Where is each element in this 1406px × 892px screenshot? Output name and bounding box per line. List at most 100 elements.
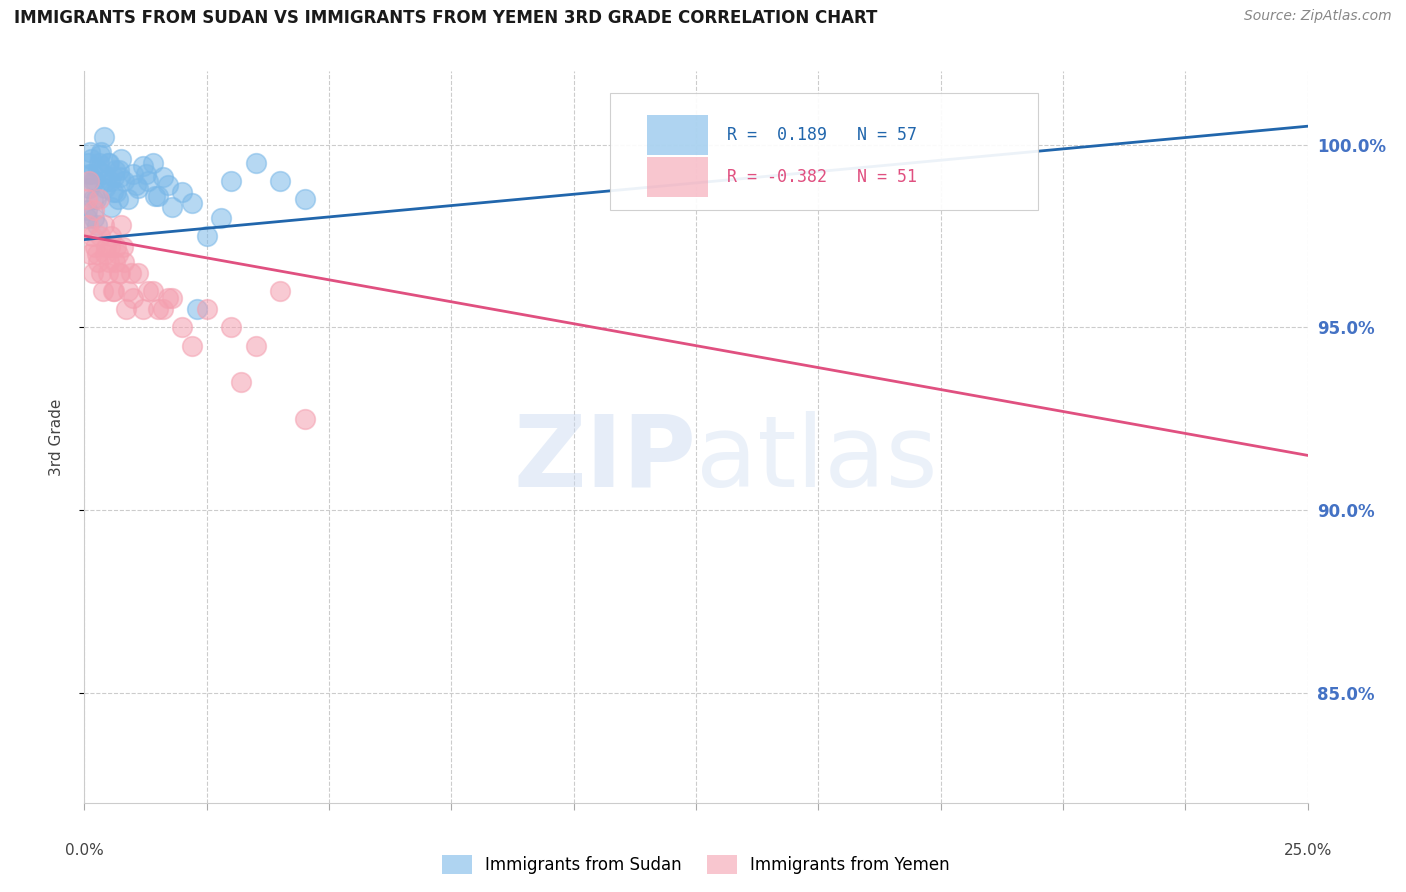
Point <box>83 211 105 225</box>
Point <box>112 174 135 188</box>
Point <box>86 218 108 232</box>
Point <box>181 339 204 353</box>
Point <box>87 163 110 178</box>
Point <box>87 156 110 170</box>
Point <box>97 254 120 268</box>
Point <box>96 174 118 188</box>
Point <box>110 152 132 166</box>
Text: ZIP: ZIP <box>513 410 696 508</box>
Point <box>79 145 101 159</box>
Point <box>82 266 104 280</box>
Point <box>94 181 117 195</box>
Point <box>79 247 101 261</box>
Point <box>294 412 316 426</box>
Point <box>107 247 129 261</box>
Bar <box>647 157 709 197</box>
Point <box>108 170 131 185</box>
Point <box>84 240 107 254</box>
Point <box>245 339 267 353</box>
Point <box>152 170 174 185</box>
Text: 0.0%: 0.0% <box>65 843 104 858</box>
Point <box>86 247 108 261</box>
Point <box>87 193 110 207</box>
Point <box>101 185 124 199</box>
Legend: Immigrants from Sudan, Immigrants from Yemen: Immigrants from Sudan, Immigrants from Y… <box>433 847 959 882</box>
Point <box>186 302 208 317</box>
Point <box>80 229 103 244</box>
Point <box>90 145 112 159</box>
Point <box>294 193 316 207</box>
Point <box>117 284 139 298</box>
Point <box>89 148 111 162</box>
Point <box>122 291 145 305</box>
Point <box>89 229 111 244</box>
Text: atlas: atlas <box>696 410 938 508</box>
Point <box>100 200 122 214</box>
Y-axis label: 3rd Grade: 3rd Grade <box>49 399 63 475</box>
Point <box>103 284 125 298</box>
Point <box>82 174 104 188</box>
Point <box>219 174 242 188</box>
Point <box>97 156 120 170</box>
Point <box>82 193 104 207</box>
Point <box>84 174 107 188</box>
Point <box>91 167 114 181</box>
Point <box>219 320 242 334</box>
Point <box>107 163 129 178</box>
Point <box>120 266 142 280</box>
Point <box>97 266 120 280</box>
Text: IMMIGRANTS FROM SUDAN VS IMMIGRANTS FROM YEMEN 3RD GRADE CORRELATION CHART: IMMIGRANTS FROM SUDAN VS IMMIGRANTS FROM… <box>14 9 877 27</box>
Point <box>117 193 139 207</box>
Point <box>91 284 114 298</box>
Text: Source: ZipAtlas.com: Source: ZipAtlas.com <box>1244 9 1392 23</box>
Point <box>172 185 194 199</box>
Point <box>135 167 157 181</box>
Point <box>93 218 115 232</box>
Point <box>195 229 218 244</box>
Point <box>146 302 169 317</box>
Point <box>77 181 100 195</box>
Point <box>87 254 110 268</box>
Point <box>80 152 103 166</box>
Point <box>104 163 127 178</box>
Point <box>100 229 122 244</box>
Point <box>76 211 98 225</box>
Point <box>245 156 267 170</box>
Point <box>77 174 100 188</box>
FancyBboxPatch shape <box>610 94 1039 211</box>
Point <box>136 174 159 188</box>
Point <box>136 284 159 298</box>
Point <box>132 160 155 174</box>
Point <box>96 240 118 254</box>
Point <box>156 291 179 305</box>
Point <box>132 302 155 317</box>
Point <box>172 320 194 334</box>
Bar <box>647 115 709 155</box>
Point <box>125 178 148 192</box>
Point <box>127 266 149 280</box>
Point <box>152 302 174 317</box>
Point <box>94 247 117 261</box>
Point <box>195 302 218 317</box>
Point <box>269 284 291 298</box>
Point <box>110 218 132 232</box>
Point <box>80 167 103 181</box>
Point <box>77 156 100 170</box>
Point <box>269 174 291 188</box>
Point <box>84 193 107 207</box>
Point <box>146 188 169 202</box>
Point <box>156 178 179 192</box>
Point <box>105 185 128 199</box>
Point <box>162 291 184 305</box>
Point <box>122 167 145 181</box>
Point <box>77 167 100 181</box>
Point <box>142 156 165 170</box>
Text: R =  0.189   N = 57: R = 0.189 N = 57 <box>727 126 917 144</box>
Point <box>143 188 166 202</box>
Point <box>104 254 127 268</box>
Point <box>229 376 252 390</box>
Point <box>209 211 232 225</box>
Text: R = -0.382   N = 51: R = -0.382 N = 51 <box>727 168 917 186</box>
Point <box>90 266 112 280</box>
Point <box>93 130 115 145</box>
